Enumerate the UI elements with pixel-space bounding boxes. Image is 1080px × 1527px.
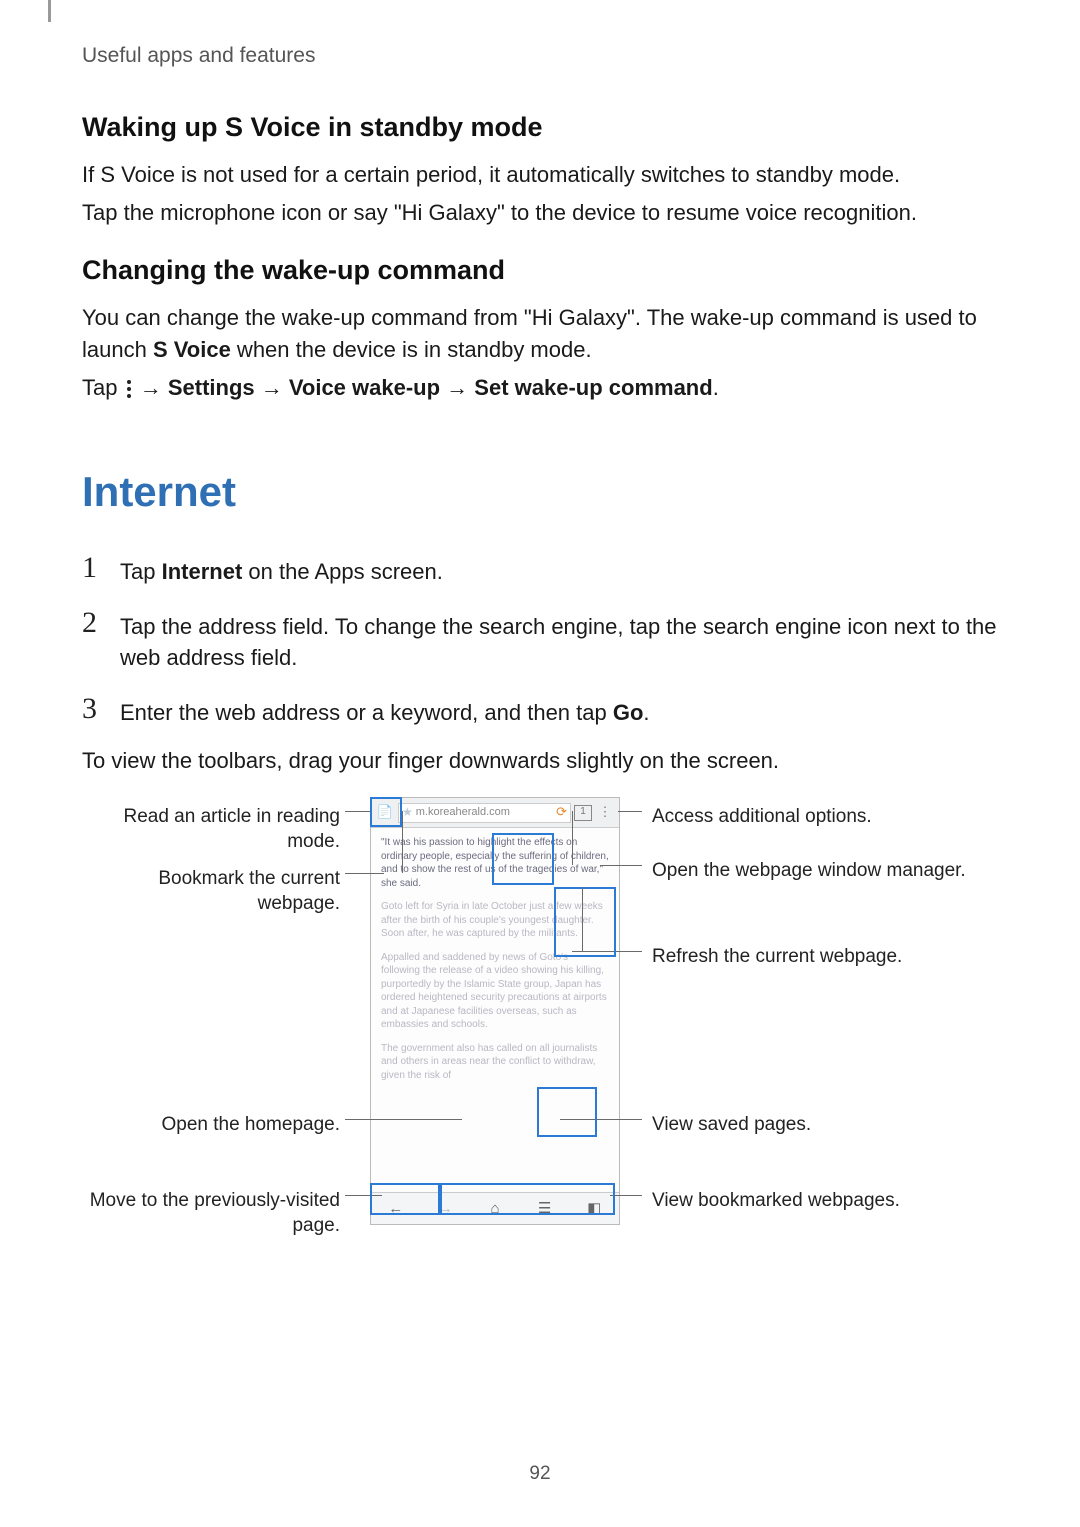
callout-label: Refresh the current webpage. [652, 945, 982, 970]
bold: Voice wake-up [289, 375, 440, 400]
step: 1Tap Internet on the Apps screen. [82, 553, 1002, 588]
home-icon: ⌂ [486, 1200, 504, 1218]
para: To view the toolbars, drag your finger d… [82, 745, 1002, 777]
step: 3Enter the web address or a keyword, and… [82, 694, 1002, 729]
callout-label: View saved pages. [652, 1113, 982, 1138]
callout-label: Open the webpage window manager. [652, 859, 982, 884]
text: → [134, 375, 168, 400]
text: . [643, 700, 649, 725]
browser-figure: 📄 ★ m.koreaherald.com ⟳ 1 ⋮ "It was his … [82, 797, 1002, 1257]
article-paragraph: "It was his passion to highlight the eff… [381, 836, 609, 890]
step-number: 2 [82, 608, 120, 638]
heading-changing: Changing the wake-up command [82, 251, 1002, 290]
address-bar: ★ m.koreaherald.com ⟳ [398, 803, 571, 823]
text: Tap the address field. To change the sea… [120, 614, 997, 671]
heading-waking: Waking up S Voice in standby mode [82, 108, 1002, 147]
bookmark-star-icon: ★ [402, 804, 413, 821]
article-paragraph: Goto left for Syria in late October just… [381, 900, 609, 941]
browser-bottom-toolbar: ← → ⌂ ☰ ◧ [371, 1192, 619, 1224]
para: Tap the microphone icon or say "Hi Galax… [82, 197, 1002, 229]
step-number: 3 [82, 694, 120, 724]
callout-label: Bookmark the current webpage. [82, 867, 340, 916]
text: when the device is in standby mode. [231, 337, 592, 362]
callout-label: Open the homepage. [82, 1113, 340, 1138]
leader-line [582, 887, 583, 951]
phone-mock: 📄 ★ m.koreaherald.com ⟳ 1 ⋮ "It was his … [370, 797, 620, 1225]
leader-line [402, 811, 403, 873]
bold: Set wake-up command [474, 375, 712, 400]
back-icon: ← [387, 1200, 405, 1218]
step: 2Tap the address field. To change the se… [82, 608, 1002, 675]
leader-line [345, 1195, 382, 1196]
forward-icon: → [436, 1200, 454, 1218]
leader-line [618, 811, 642, 812]
page-content: Waking up S Voice in standby mode If S V… [82, 108, 1002, 1257]
bookmarks-icon: ◧ [585, 1200, 603, 1218]
text: Tap [82, 375, 124, 400]
running-header: Useful apps and features [82, 44, 315, 68]
more-options-icon: ⋮ [595, 803, 615, 823]
text: Tap [120, 559, 162, 584]
callout-label: Access additional options. [652, 805, 982, 830]
leader-line [345, 811, 370, 812]
leader-line [560, 1119, 642, 1120]
step-text: Tap Internet on the Apps screen. [120, 553, 1002, 588]
text: on the Apps screen. [242, 559, 443, 584]
section-title-internet: Internet [82, 462, 1002, 523]
page-tab-edge [48, 0, 51, 22]
callout-label: Move to the previously-visited page. [82, 1189, 340, 1238]
leader-line [572, 811, 573, 865]
step-text: Enter the web address or a keyword, and … [120, 694, 1002, 729]
browser-top-toolbar: 📄 ★ m.koreaherald.com ⟳ 1 ⋮ [371, 798, 619, 828]
article-paragraph: The government also has called on all jo… [381, 1042, 609, 1083]
leader-line [610, 1195, 642, 1196]
reader-mode-icon: 📄 [375, 803, 395, 823]
page-number: 92 [0, 1463, 1080, 1485]
page-body: "It was his passion to highlight the eff… [371, 828, 619, 1100]
bold-svoice: S Voice [153, 337, 231, 362]
callout-label: View bookmarked webpages. [652, 1189, 982, 1214]
bold: Settings [168, 375, 255, 400]
step-number: 1 [82, 553, 120, 583]
text: Enter the web address or a keyword, and … [120, 700, 613, 725]
text: → [255, 375, 289, 400]
saved-pages-icon: ☰ [536, 1200, 554, 1218]
bold: Internet [162, 559, 243, 584]
callout-label: Read an article in reading mode. [82, 805, 340, 854]
step-text: Tap the address field. To change the sea… [120, 608, 1002, 675]
leader-line [600, 865, 642, 866]
more-options-icon [126, 380, 132, 398]
refresh-icon: ⟳ [556, 803, 567, 822]
windows-icon: 1 [574, 805, 592, 821]
steps-list: 1Tap Internet on the Apps screen.2Tap th… [82, 553, 1002, 730]
para-tap-path: Tap → Settings → Voice wake-up → Set wak… [82, 372, 1002, 404]
article-paragraph: Appalled and saddened by news of Goto's … [381, 951, 609, 1032]
url-text: m.koreaherald.com [416, 805, 510, 821]
leader-line [572, 951, 642, 952]
text: → [440, 375, 474, 400]
text: . [713, 375, 719, 400]
para: You can change the wake-up command from … [82, 302, 1002, 366]
leader-line [345, 1119, 462, 1120]
leader-line [345, 873, 384, 874]
para: If S Voice is not used for a certain per… [82, 159, 1002, 191]
bold: Go [613, 700, 644, 725]
